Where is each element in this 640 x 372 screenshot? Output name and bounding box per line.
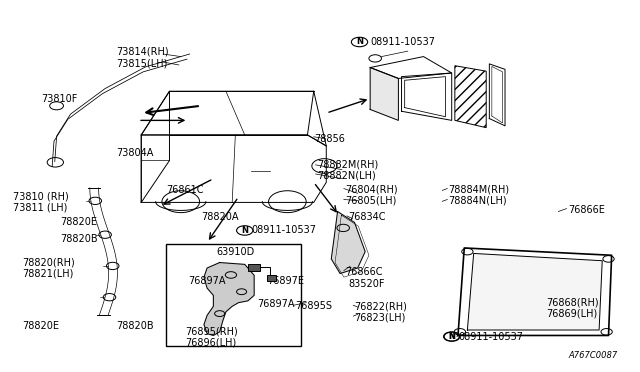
Polygon shape (204, 263, 254, 336)
Text: 76897A: 76897A (188, 276, 226, 286)
Text: 76866E: 76866E (568, 205, 605, 215)
Text: 76834C: 76834C (348, 212, 386, 222)
Text: 76822(RH): 76822(RH) (355, 301, 408, 311)
Text: 76866C: 76866C (345, 267, 383, 277)
Text: 76897A: 76897A (257, 299, 295, 310)
Text: 76869(LH): 76869(LH) (546, 309, 597, 318)
Text: 78820B: 78820B (116, 321, 154, 331)
Bar (166, 244, 301, 346)
Text: 78820E: 78820E (60, 218, 97, 227)
Text: 78882N(LH): 78882N(LH) (317, 170, 376, 180)
Text: 76896(LH): 76896(LH) (185, 337, 236, 347)
Text: 78820(RH): 78820(RH) (22, 257, 75, 267)
Bar (248, 264, 260, 270)
Text: N: N (448, 332, 455, 341)
Text: 76895(RH): 76895(RH) (185, 327, 238, 337)
Text: 78820E: 78820E (22, 321, 59, 331)
Text: A767C0087: A767C0087 (569, 351, 618, 360)
Text: 08911-10537: 08911-10537 (370, 37, 435, 47)
Text: 76868(RH): 76868(RH) (546, 298, 598, 308)
Text: 73810F: 73810F (41, 93, 77, 103)
Text: 73814(RH): 73814(RH) (116, 46, 169, 56)
Polygon shape (370, 67, 398, 121)
Text: 76804(RH): 76804(RH) (345, 185, 397, 195)
Text: 78884M(RH): 78884M(RH) (449, 185, 509, 195)
Text: 08911-10537: 08911-10537 (251, 225, 316, 235)
Polygon shape (332, 212, 365, 273)
Text: 73810 (RH): 73810 (RH) (13, 192, 68, 202)
Polygon shape (467, 253, 602, 330)
Text: N: N (241, 226, 248, 235)
Text: N: N (449, 332, 455, 341)
Text: 78882M(RH): 78882M(RH) (317, 159, 378, 169)
Text: 78821(LH): 78821(LH) (22, 269, 74, 279)
Text: 83520F: 83520F (348, 279, 385, 289)
Text: 76823(LH): 76823(LH) (355, 312, 406, 322)
Text: 76895S: 76895S (295, 301, 332, 311)
Text: 73811 (LH): 73811 (LH) (13, 203, 67, 213)
Text: 73815(LH): 73815(LH) (116, 59, 168, 69)
Text: 78856: 78856 (314, 134, 344, 144)
Text: 76861C: 76861C (166, 185, 204, 195)
Text: 78820B: 78820B (60, 234, 97, 244)
Text: 63910D: 63910D (216, 247, 255, 257)
Text: 73804A: 73804A (116, 148, 154, 158)
Text: 76897E: 76897E (267, 276, 304, 286)
Bar (267, 275, 276, 281)
Text: 78820A: 78820A (201, 212, 238, 222)
Text: 76805(LH): 76805(LH) (345, 196, 396, 206)
Text: N: N (356, 38, 363, 46)
Polygon shape (455, 66, 486, 128)
Text: 08911-10537: 08911-10537 (458, 332, 523, 342)
Text: 78884N(LH): 78884N(LH) (449, 196, 508, 206)
